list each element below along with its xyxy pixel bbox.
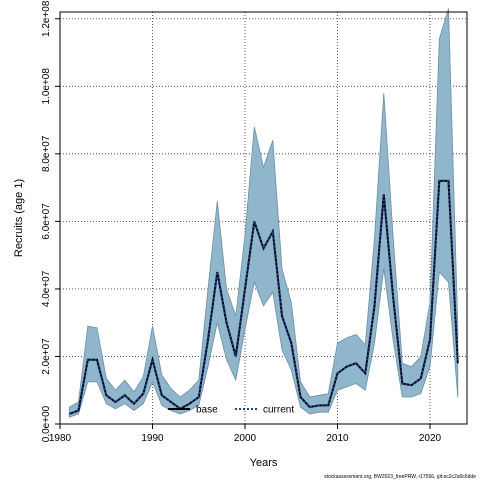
x-axis-title: Years <box>250 457 278 469</box>
plot-frame <box>59 11 468 425</box>
y-axis-title: Recruits (age 1) <box>13 179 25 257</box>
x-tick-label: 1980 <box>49 433 72 444</box>
legend: base current <box>168 405 294 416</box>
confidence-band <box>68 8 459 418</box>
series-lines <box>68 179 459 415</box>
y-tick-label: 2.0e+07 <box>41 338 52 375</box>
axes: 1980 1990 2000 2010 2020 0.0e+00 2.0e+07 4.0e+0… <box>41 0 442 444</box>
x-tick-label: 2000 <box>234 433 257 444</box>
y-tick-label: 4.0e+07 <box>41 270 52 307</box>
y-tick-label: 1.2e+08 <box>41 0 52 37</box>
x-tick-label: 2010 <box>326 433 349 444</box>
footer-text: stockassessment.org, BW2023_freePRW, r17… <box>324 474 476 480</box>
series-line-current <box>68 179 459 415</box>
legend-label-current: current <box>263 405 294 416</box>
y-tick-label: 0.0e+00 <box>41 405 52 442</box>
y-tick-label: 6.0e+07 <box>41 203 52 240</box>
x-tick-label: 1990 <box>141 433 164 444</box>
y-tick-label: 8.0e+07 <box>41 135 52 172</box>
x-tick-label: 2020 <box>419 433 442 444</box>
legend-label-base: base <box>196 405 218 416</box>
y-tick-label: 1.0e+08 <box>41 68 52 105</box>
